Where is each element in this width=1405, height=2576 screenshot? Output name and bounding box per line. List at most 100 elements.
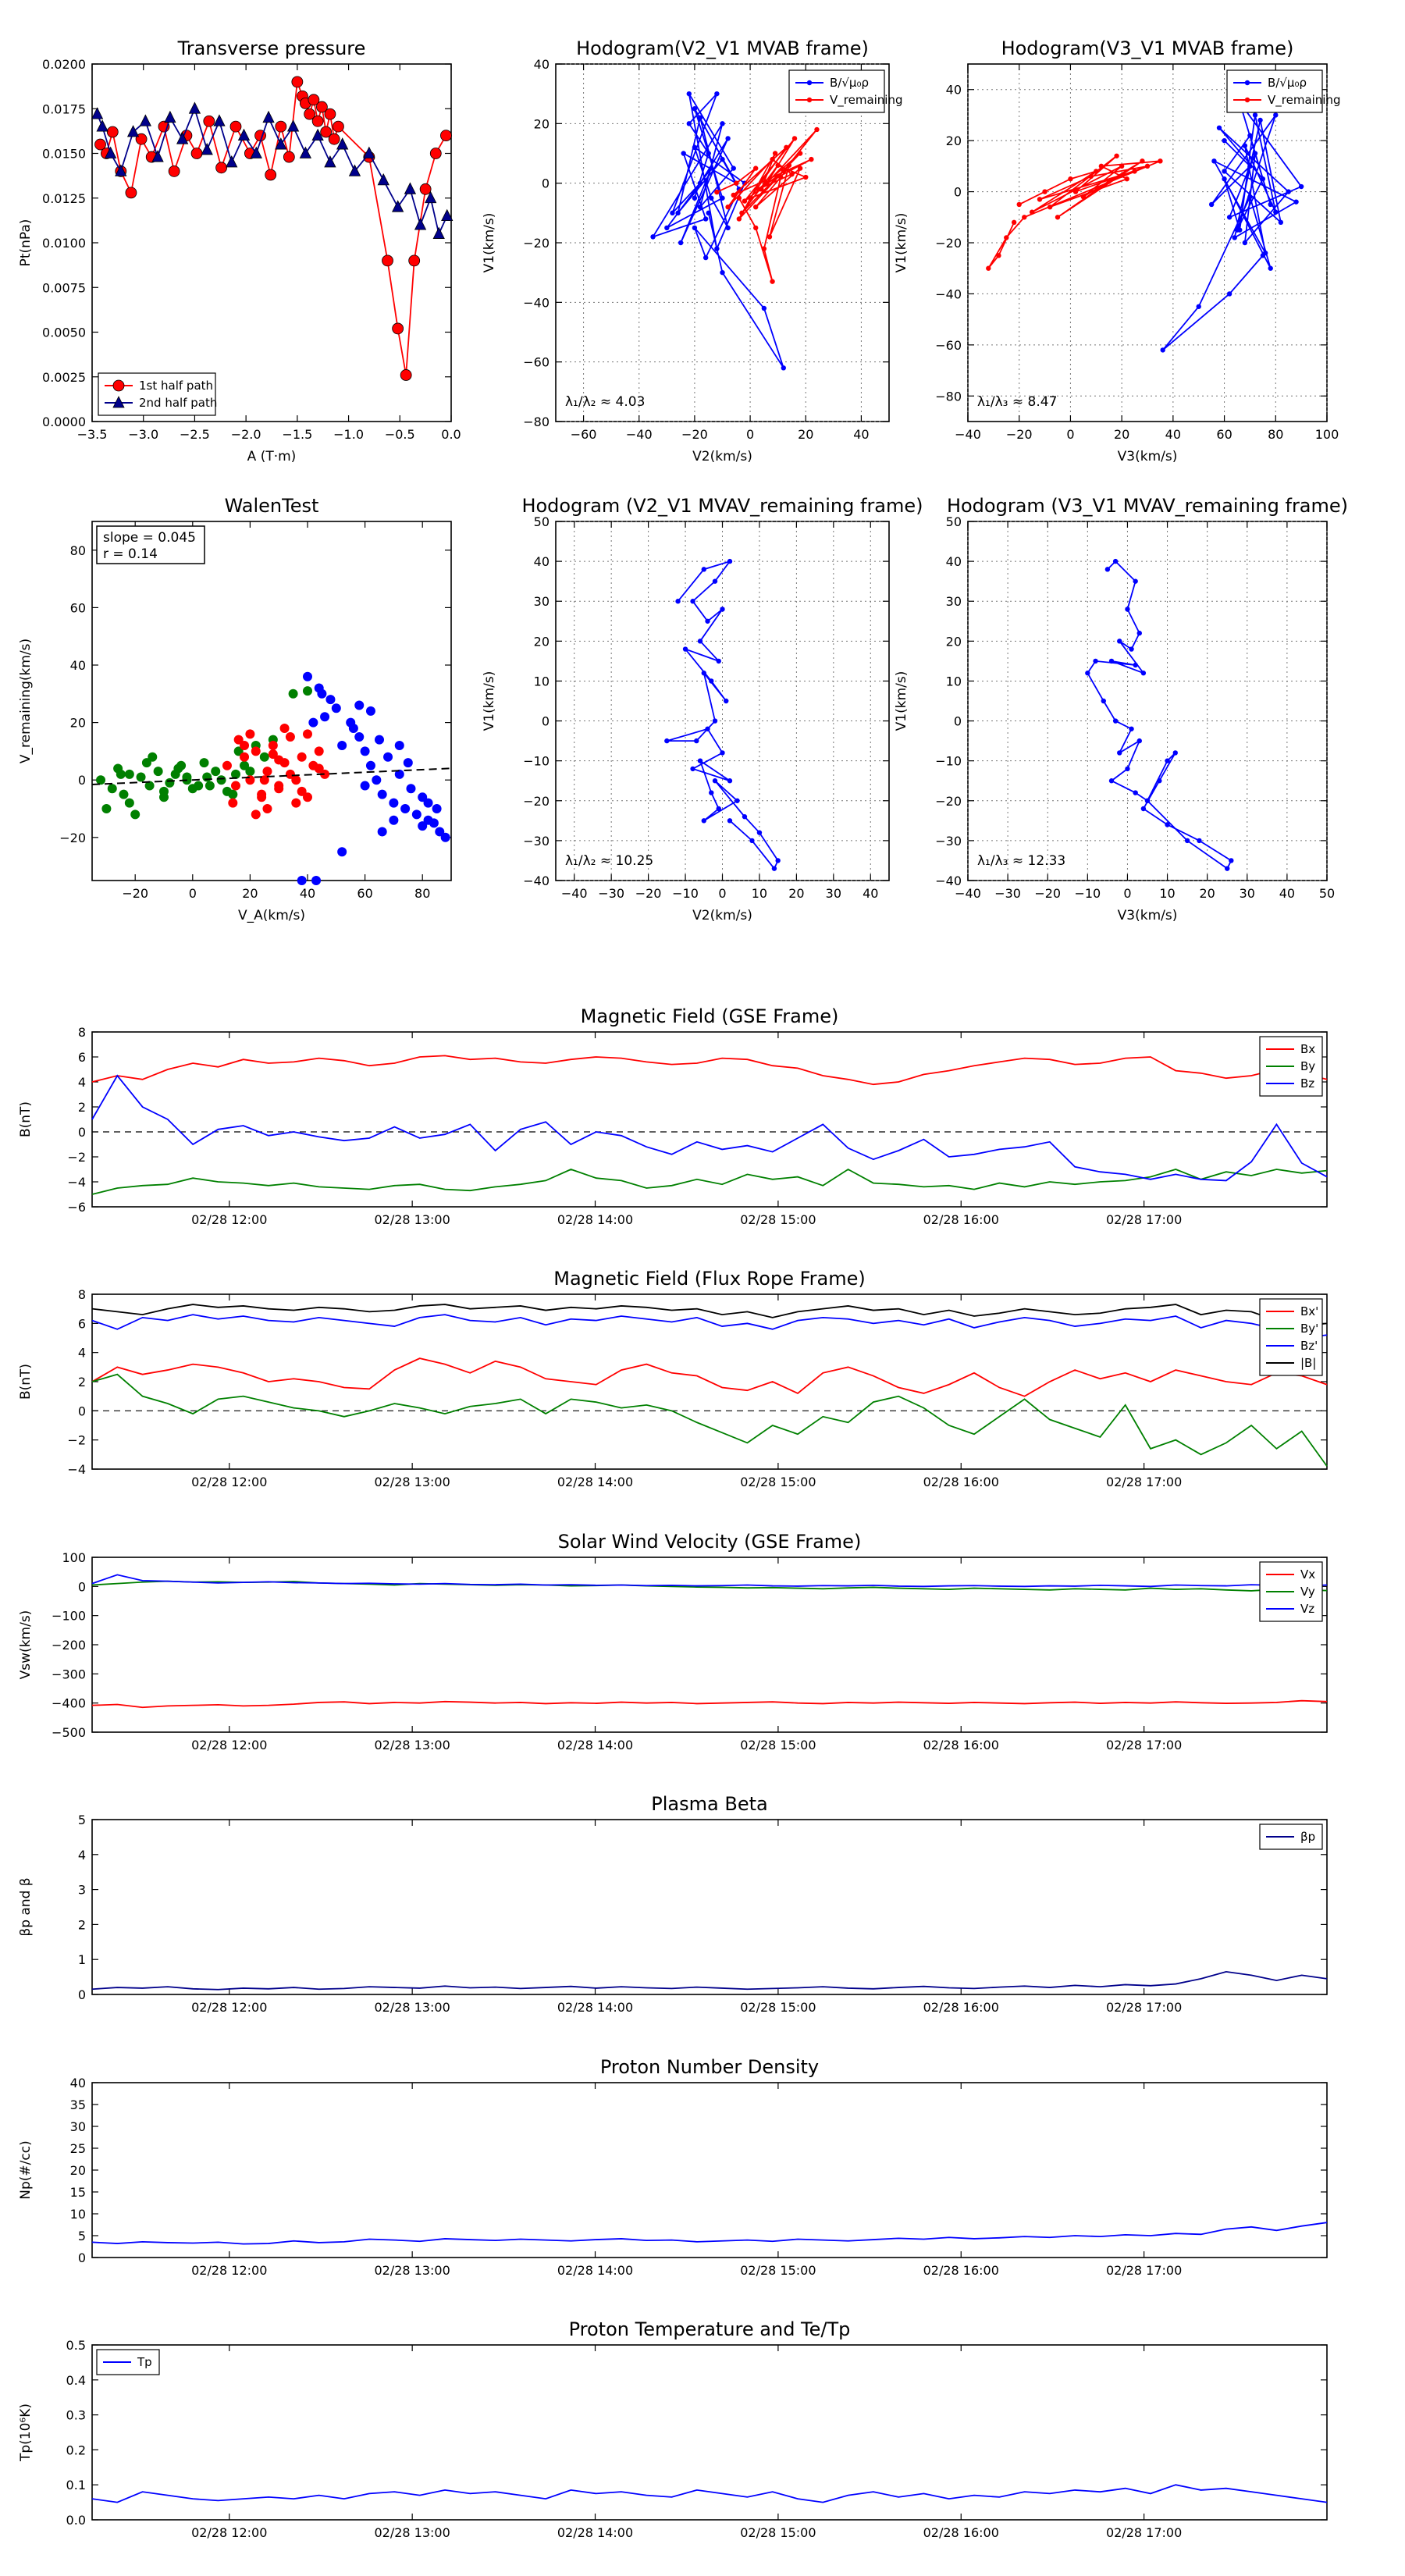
data-point <box>115 164 127 176</box>
y-tick-label: 30 <box>946 594 962 609</box>
data-point <box>429 148 442 159</box>
data-point <box>299 146 312 158</box>
x-tick-label: −2.5 <box>180 427 210 442</box>
data-point <box>354 732 365 742</box>
y-tick-label: 10 <box>534 674 550 688</box>
y-tick-label: 35 <box>70 2097 86 2112</box>
data-point <box>324 155 336 168</box>
data-point <box>756 830 763 835</box>
data-point <box>720 156 725 162</box>
data-point <box>265 169 277 181</box>
data-point <box>328 133 340 145</box>
data-point <box>753 205 759 210</box>
y-axis-label: B(nT) <box>18 1101 34 1137</box>
y-tick-label: −20 <box>523 236 550 251</box>
data-point <box>314 746 324 756</box>
data-point <box>303 792 312 802</box>
data-point <box>1222 137 1227 144</box>
data-point <box>283 151 295 163</box>
data-point <box>375 735 384 745</box>
data-point <box>727 778 733 784</box>
data-point <box>1114 153 1119 158</box>
y-tick-label: 6 <box>78 1316 86 1331</box>
data-point <box>1133 578 1138 584</box>
series-line-0 <box>1162 101 1303 351</box>
y-tick-label: 25 <box>70 2141 86 2156</box>
y-tick-label: 0.0175 <box>42 101 86 116</box>
data-point <box>697 639 703 644</box>
data-point <box>686 91 692 97</box>
data-point <box>311 128 324 141</box>
data-point <box>1208 201 1215 208</box>
data-point <box>1222 169 1227 174</box>
y-tick-label: −20 <box>935 794 962 809</box>
x-tick-label: 02/28 12:00 <box>191 1475 267 1489</box>
x-tick-label: 10 <box>752 886 767 901</box>
plot-frame <box>91 1557 1328 1733</box>
chart-title: Plasma Beta <box>651 1793 767 1815</box>
data-point <box>1165 758 1170 763</box>
data-point <box>1004 235 1009 240</box>
data-point <box>1140 158 1145 164</box>
y-tick-label: 0.0 <box>66 2513 86 2528</box>
y-tick-label: 0.0100 <box>42 236 86 251</box>
y-axis-label: V1(km/s) <box>894 671 909 731</box>
data-point <box>778 174 784 180</box>
data-point <box>1093 658 1098 664</box>
data-point <box>315 101 328 113</box>
data-point <box>1165 822 1170 827</box>
series-line-0 <box>91 1970 1328 1991</box>
data-point <box>203 115 215 127</box>
data-point <box>1298 183 1304 190</box>
data-point <box>251 746 261 756</box>
y-axis-label: Np(#/cc) <box>18 2140 34 2199</box>
data-point <box>1144 163 1151 169</box>
y-tick-label: −10 <box>523 754 550 769</box>
legend-label: B/√μ₀ρ <box>1268 76 1307 90</box>
data-point <box>1117 639 1122 644</box>
series-line-0 <box>91 2484 1328 2503</box>
data-point <box>1094 169 1099 174</box>
y-tick-label: −40 <box>935 873 962 888</box>
y-tick-label: 0 <box>954 185 962 200</box>
x-tick-label: 02/28 14:00 <box>557 1738 633 1752</box>
data-point <box>1022 215 1027 220</box>
x-tick-label: 20 <box>788 886 804 901</box>
fit-line <box>91 767 452 785</box>
data-point <box>767 234 773 240</box>
data-point <box>259 775 269 785</box>
y-axis-label: V1(km/s) <box>482 671 497 731</box>
y-tick-label: 0.0125 <box>42 191 86 206</box>
data-point <box>1129 726 1134 731</box>
data-point <box>1237 227 1243 233</box>
y-tick-label: 0.0200 <box>42 57 86 72</box>
x-tick-label: 30 <box>826 886 841 901</box>
y-tick-label: 2 <box>78 1375 86 1389</box>
legend-label: Vx <box>1300 1567 1315 1582</box>
data-point <box>1112 558 1119 564</box>
data-point <box>720 121 725 126</box>
data-point <box>686 121 692 126</box>
data-point <box>771 866 777 871</box>
data-point <box>320 769 330 779</box>
data-point <box>383 752 393 762</box>
x-tick-label: 02/28 12:00 <box>191 2000 267 2015</box>
data-point <box>403 758 413 768</box>
data-point <box>753 165 759 171</box>
data-point <box>761 305 767 311</box>
data-point <box>692 106 698 112</box>
y-tick-label: 40 <box>534 57 550 72</box>
data-point <box>1125 607 1130 612</box>
y-tick-label: −100 <box>52 1609 86 1624</box>
data-point <box>797 151 803 156</box>
data-point <box>682 646 688 652</box>
series-line-0 <box>667 560 779 870</box>
data-point <box>365 760 375 770</box>
data-point <box>303 729 312 739</box>
y-tick-label: 40 <box>946 554 962 569</box>
data-point <box>107 784 117 794</box>
data-point <box>125 187 137 199</box>
x-tick-label: 02/28 15:00 <box>740 1475 816 1489</box>
data-point <box>803 174 809 180</box>
data-point <box>360 781 370 791</box>
